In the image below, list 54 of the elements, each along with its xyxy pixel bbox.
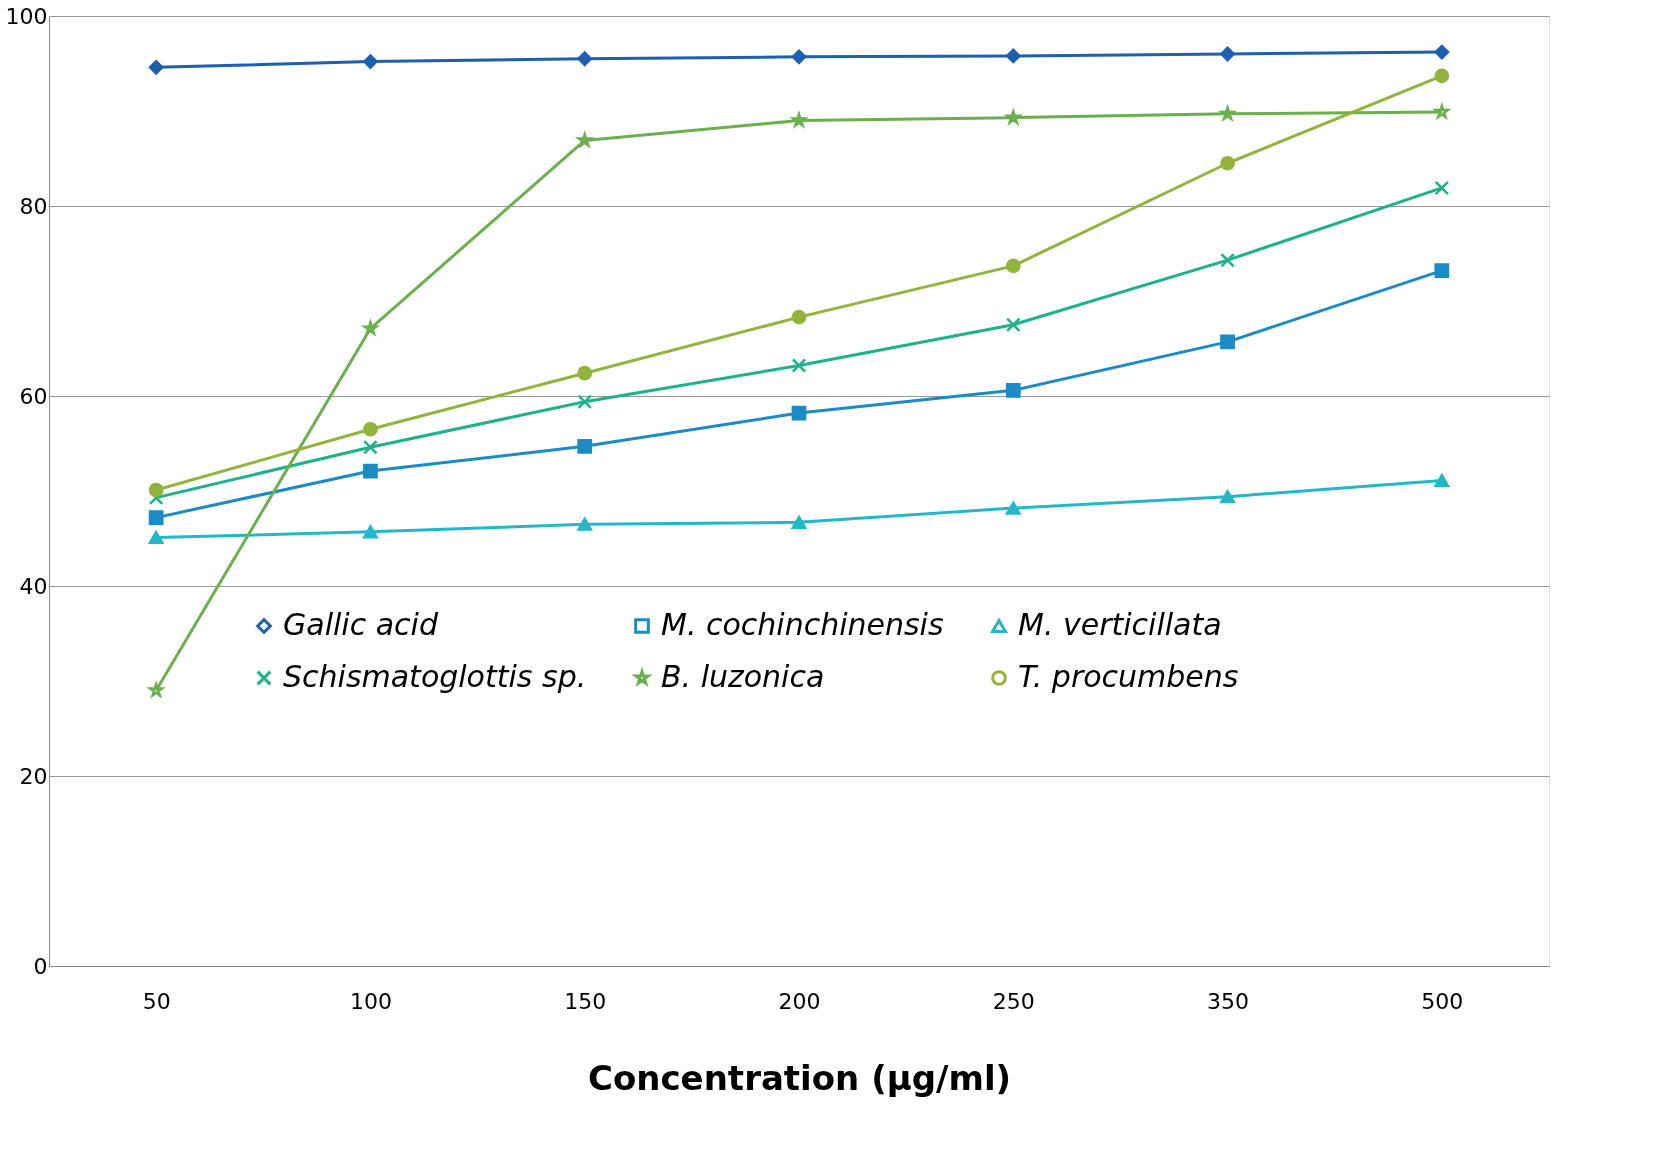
point <box>791 405 807 421</box>
point <box>577 517 593 531</box>
point <box>1005 317 1021 333</box>
point <box>363 439 378 455</box>
point <box>1434 263 1450 278</box>
point <box>148 531 164 545</box>
point <box>577 365 593 381</box>
point <box>1220 252 1235 268</box>
point <box>1434 68 1450 84</box>
point <box>363 421 378 437</box>
legend-label: Schismatoglottis sp. <box>283 659 587 694</box>
point <box>1220 46 1235 62</box>
x-tick-label: 250 <box>992 988 1035 1014</box>
y-tick-label: 20 <box>19 763 48 789</box>
point <box>1005 501 1021 515</box>
point <box>148 482 164 498</box>
point <box>363 54 378 69</box>
x-tick-label: 50 <box>142 988 171 1014</box>
legend-label: Gallic acid <box>283 607 439 642</box>
point <box>791 358 807 373</box>
y-tick-label: 60 <box>19 383 48 409</box>
x-tick-label: 200 <box>778 988 821 1014</box>
legend-label: M. verticillata <box>1018 607 1222 642</box>
point <box>1220 334 1235 350</box>
point <box>577 438 593 454</box>
point <box>148 510 164 525</box>
point <box>363 525 378 539</box>
point <box>577 51 593 67</box>
point <box>791 49 807 65</box>
x-tick-label: 100 <box>349 988 392 1014</box>
legend-label: M. cochinchinensis <box>661 607 944 642</box>
legend-label: T. procumbens <box>1018 659 1239 694</box>
point <box>1005 382 1021 398</box>
point <box>148 59 164 75</box>
legend-label: B. luzonica <box>661 659 825 694</box>
y-tick-label: 0 <box>33 953 48 979</box>
point <box>363 463 378 479</box>
point <box>1434 180 1450 196</box>
point <box>791 309 807 325</box>
x-axis-title: Concentration (µg/ml) <box>587 1057 1012 1098</box>
point <box>791 515 807 529</box>
y-tick-label: 40 <box>19 573 48 599</box>
point <box>1434 44 1450 60</box>
x-tick-label: 150 <box>564 988 607 1014</box>
x-tick-label: 350 <box>1207 988 1250 1014</box>
y-tick-label: 80 <box>19 193 48 219</box>
point <box>1220 155 1235 171</box>
point <box>1220 490 1235 504</box>
y-tick-label: 100 <box>5 3 48 29</box>
point <box>577 394 593 410</box>
x-tick-label: 500 <box>1421 988 1464 1014</box>
point <box>1005 258 1021 274</box>
point <box>1434 474 1450 488</box>
point <box>1005 48 1021 64</box>
